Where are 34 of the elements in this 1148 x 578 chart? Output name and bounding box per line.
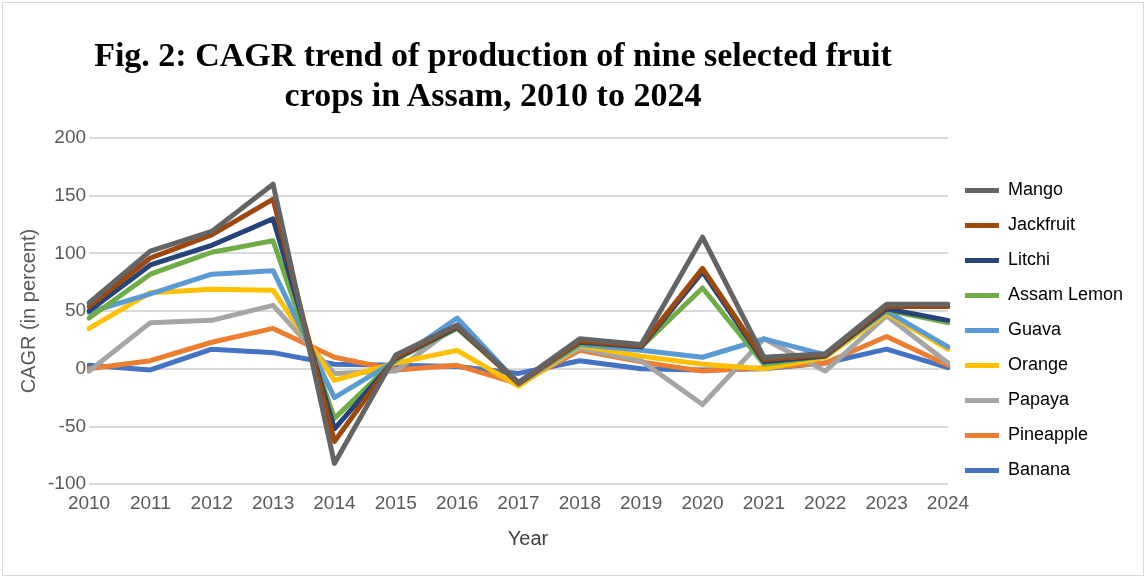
y-tick-label: 150	[54, 183, 87, 205]
x-tick-label: 2012	[190, 491, 233, 513]
x-tick-label: 2017	[497, 491, 540, 513]
y-axis-title: CAGR (in percent)	[16, 228, 39, 394]
x-tick-label: 2014	[313, 491, 356, 513]
legend-label: Jackfruit	[1007, 214, 1075, 235]
y-tick-label: 100	[54, 241, 87, 263]
x-tick-label: 2016	[436, 491, 479, 513]
x-tick-label: 2021	[742, 491, 786, 513]
x-tick-label: 2019	[620, 491, 663, 513]
legend-label: Guava	[1007, 319, 1062, 340]
y-tick-label: -100	[48, 472, 87, 494]
legend-label: Orange	[1007, 354, 1068, 375]
y-tick-label: -50	[58, 414, 87, 436]
y-tick-label: 50	[64, 299, 87, 321]
x-axis-title: Year	[506, 527, 550, 550]
legend-label: Banana	[1007, 459, 1071, 480]
x-tick-label: 2022	[804, 491, 847, 513]
x-tick-label: 2011	[129, 491, 171, 513]
x-tick-label: 2013	[251, 491, 295, 513]
y-tick-label: 200	[54, 126, 87, 148]
chart-title: Fig. 2: CAGR trend of production of nine selected fruit crops in Assam, 2010 to 2024	[93, 35, 893, 115]
x-tick-label: 2020	[681, 491, 724, 513]
legend-label: Papaya	[1007, 389, 1070, 410]
x-tick-label: 2024	[926, 491, 970, 513]
x-tick-label: 2010	[67, 491, 111, 513]
legend-label: Mango	[1007, 179, 1063, 200]
x-tick-label: 2023	[865, 491, 908, 513]
x-tick-label: 2015	[374, 491, 417, 513]
legend-label: Litchi	[1007, 249, 1050, 270]
x-tick-label: 2018	[558, 491, 601, 513]
legend-label: Pineapple	[1007, 424, 1089, 445]
y-tick-label: 0	[75, 357, 87, 379]
legend-label: Assam Lemon	[1007, 284, 1124, 305]
